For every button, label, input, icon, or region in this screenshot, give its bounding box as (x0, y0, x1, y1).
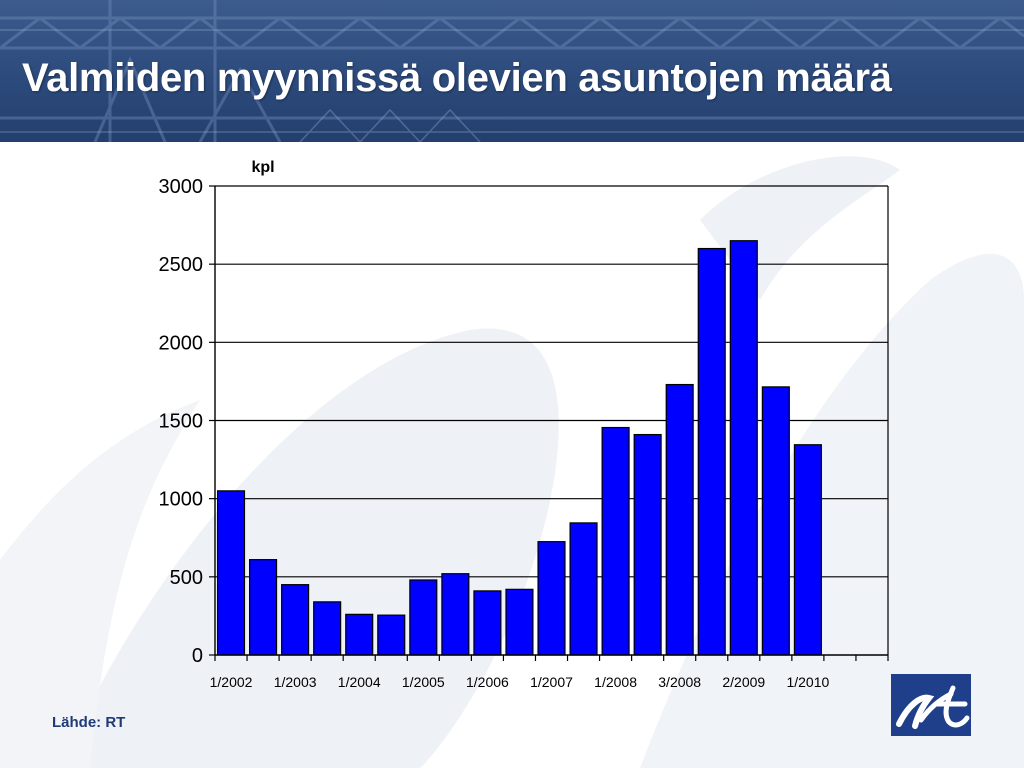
x-tick-label: 1/2004 (338, 674, 381, 690)
x-tick-label: 2/2009 (722, 674, 765, 690)
rt-logo-icon (891, 674, 971, 736)
header-banner: Valmiiden myynnissä olevien asuntojen mä… (0, 0, 1024, 142)
y-tick-label: 1000 (159, 489, 204, 511)
bar-2 (281, 584, 310, 656)
bar-14 (665, 383, 694, 656)
y-tick-label: 1500 (159, 411, 204, 433)
y-tick-label: 500 (170, 567, 203, 589)
bar-11 (569, 522, 598, 656)
bar-18 (793, 444, 822, 656)
x-tick-label: 1/2008 (594, 674, 637, 690)
source-label: Lähde: RT (52, 714, 126, 731)
bar-10 (537, 541, 566, 656)
header-truss-pattern (0, 0, 1024, 142)
bar-16 (729, 240, 758, 656)
bar-6 (409, 579, 438, 656)
bar-15 (697, 247, 726, 656)
y-tick-label: 3000 (159, 176, 204, 198)
y-axis-unit-label: kpl (251, 159, 274, 176)
bar-8 (473, 590, 502, 656)
bar-9 (505, 588, 534, 656)
chart-bars (216, 240, 822, 656)
x-tick-label: 1/2006 (466, 674, 509, 690)
chart-axes: 0 500 1000 1500 2000 2500 3000 1/2002 1/2003 1/20… (159, 176, 889, 690)
bar-3 (313, 601, 342, 656)
x-tick-label: 1/2010 (786, 674, 829, 690)
bar-17 (761, 386, 790, 656)
bar-chart: 0 500 1000 1500 2000 2500 3000 1/2002 1/2003 1/20… (159, 159, 889, 690)
bar-12 (601, 426, 630, 656)
y-tick-label: 2000 (159, 332, 204, 354)
bar-4 (345, 613, 374, 656)
bar-5 (377, 614, 406, 656)
x-tick-label: 1/2003 (274, 674, 317, 690)
y-tick-label: 0 (192, 645, 203, 667)
slide-title: Valmiiden myynnissä olevien asuntojen mä… (22, 56, 892, 100)
x-tick-label: 3/2008 (658, 674, 701, 690)
bar-0 (216, 490, 246, 656)
bar-13 (633, 433, 662, 656)
x-tick-label: 1/2005 (402, 674, 445, 690)
bar-7 (441, 573, 470, 656)
bar-1 (249, 559, 278, 656)
y-tick-label: 2500 (159, 254, 204, 276)
x-tick-label: 1/2002 (210, 674, 253, 690)
x-tick-label: 1/2007 (530, 674, 573, 690)
